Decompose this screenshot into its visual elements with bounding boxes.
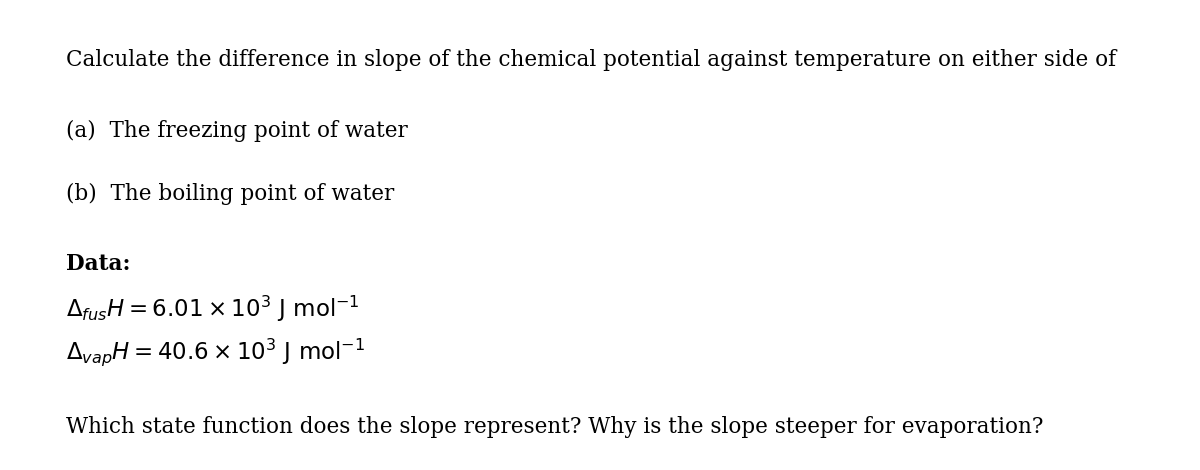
Text: Data:: Data:	[66, 253, 131, 275]
Text: $\Delta_{vap}H = 40.6 \times 10^{3}\ \mathrm{J\ mol^{-1}}$: $\Delta_{vap}H = 40.6 \times 10^{3}\ \ma…	[66, 336, 365, 368]
Text: Calculate the difference in slope of the chemical potential against temperature : Calculate the difference in slope of the…	[66, 49, 1116, 71]
Text: (a)  The freezing point of water: (a) The freezing point of water	[66, 120, 408, 142]
Text: Which state function does the slope represent? Why is the slope steeper for evap: Which state function does the slope repr…	[66, 416, 1043, 438]
Text: $\Delta_{fus}H = 6.01 \times 10^{3}\ \mathrm{J\ mol^{-1}}$: $\Delta_{fus}H = 6.01 \times 10^{3}\ \ma…	[66, 294, 360, 324]
Text: (b)  The boiling point of water: (b) The boiling point of water	[66, 183, 395, 205]
